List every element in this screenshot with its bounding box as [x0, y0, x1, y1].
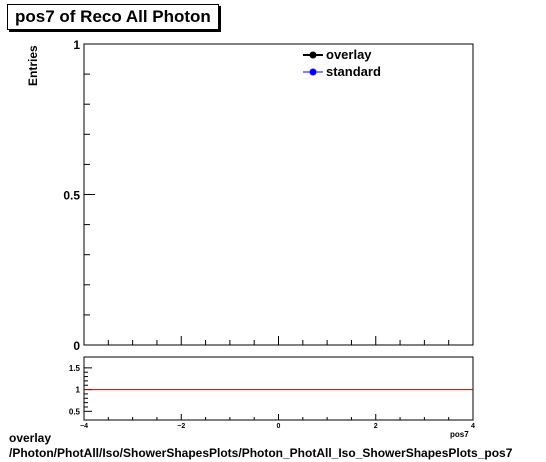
ratio-plot-frame	[83, 356, 474, 421]
ratio-x-ticks: −4 −2 0 2 4	[80, 414, 475, 430]
y-axis-label: Entries	[26, 45, 40, 86]
main-plot-frame	[83, 43, 474, 346]
y-tick-label: 1	[73, 38, 80, 52]
legend: overlay standard	[303, 47, 381, 79]
ratio-x-tick-label: −2	[177, 423, 185, 430]
main-y-ticks: 00.51	[63, 38, 95, 353]
footer-line-2: /Photon/PhotAll/Iso/ShowerShapesPlots/Ph…	[9, 446, 513, 460]
legend-label-standard: standard	[326, 64, 381, 79]
legend-marker-overlay-dot	[309, 51, 317, 59]
footer-line-1: overlay	[9, 431, 52, 445]
ratio-x-tick-label: 0	[277, 423, 281, 430]
ratio-x-tick-label: −4	[80, 423, 88, 430]
ratio-x-axis-label-fragment: pos7	[450, 430, 469, 439]
y-tick-label: 0	[73, 339, 80, 353]
y-tick-label: 0.5	[63, 189, 80, 203]
ratio-y-tick-label: 1.5	[69, 364, 81, 373]
ratio-x-tick-label: 4	[471, 423, 475, 430]
legend-label-overlay: overlay	[326, 47, 372, 62]
ratio-x-tick-label: 2	[374, 423, 378, 430]
chart-title: pos7 of Reco All Photon	[7, 4, 219, 30]
main-x-ticks	[83, 336, 474, 345]
ratio-y-tick-label: 0.5	[69, 407, 81, 416]
ratio-y-tick-label: 1	[76, 386, 81, 395]
legend-marker-standard-dot	[309, 68, 317, 76]
